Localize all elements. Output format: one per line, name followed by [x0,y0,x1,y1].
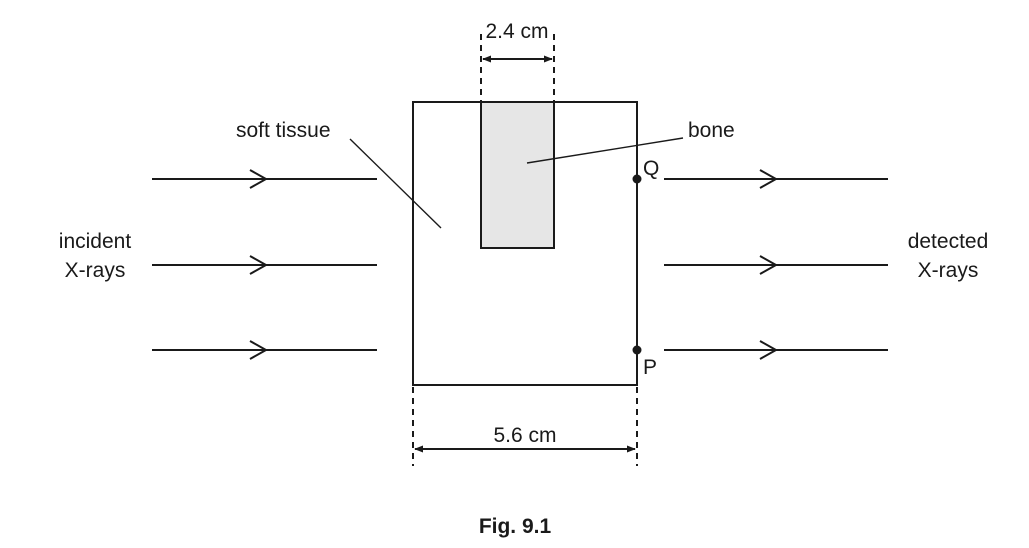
point-q-marker [632,174,642,184]
block-width-label: 5.6 cm [493,424,556,447]
bone-block [480,101,555,249]
point-p-marker [632,345,642,355]
incident-ray-top-arrowhead [249,169,269,189]
detected-ray-bottom-arrowhead [759,340,779,360]
incident-label-line1: incident [59,230,132,253]
bone-width-label: 2.4 cm [485,20,548,43]
detected-label-line1: detected [908,230,989,253]
figure-caption: Fig. 9.1 [479,515,552,538]
detected-label-line2: X-rays [918,259,979,282]
incident-rays [152,169,377,360]
incident-ray-bottom-arrowhead [249,340,269,360]
point-q-label: Q [643,157,659,180]
detected-rays [664,169,888,360]
soft-tissue-leader [349,138,442,229]
incident-ray-middle-arrowhead [249,255,269,275]
block-width-dimension: 5.6 cm [412,387,638,466]
bone-label: bone [688,119,735,142]
detected-ray-middle-arrowhead [759,255,779,275]
bone-leader [526,137,684,164]
point-p-label: P [643,356,657,379]
incident-label-line2: X-rays [65,259,126,282]
detected-ray-top-arrowhead [759,169,779,189]
bone-width-dimension: 2.4 cm [480,20,555,102]
soft-tissue-label: soft tissue [236,119,331,142]
